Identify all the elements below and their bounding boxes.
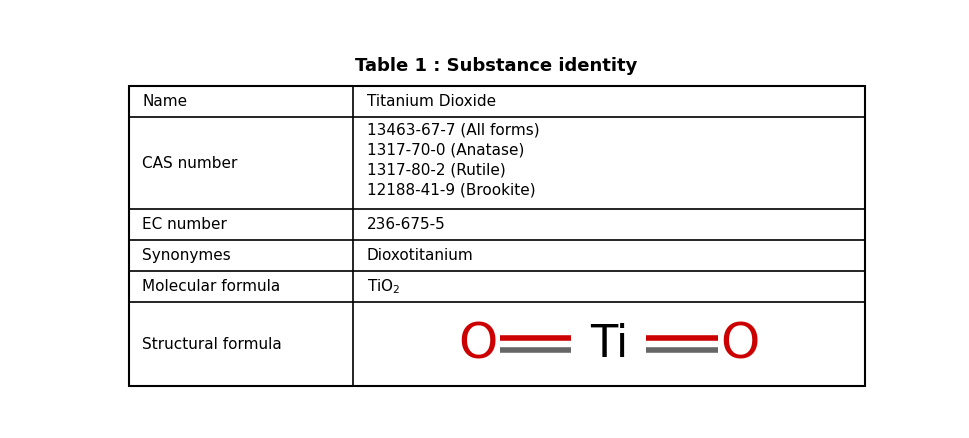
Text: Table 1 : Substance identity: Table 1 : Substance identity <box>356 57 638 75</box>
Text: 12188-41-9 (Brookite): 12188-41-9 (Brookite) <box>366 182 535 198</box>
Text: 13463-67-7 (All forms): 13463-67-7 (All forms) <box>366 123 539 138</box>
Text: Name: Name <box>142 94 187 110</box>
Text: Molecular formula: Molecular formula <box>142 279 280 294</box>
Text: 236-675-5: 236-675-5 <box>366 217 446 232</box>
Text: O: O <box>721 320 760 368</box>
Text: Dioxotitanium: Dioxotitanium <box>366 248 474 263</box>
Text: Ti: Ti <box>590 323 628 366</box>
Text: 1317-80-2 (Rutile): 1317-80-2 (Rutile) <box>366 162 506 177</box>
Text: Titanium Dioxide: Titanium Dioxide <box>366 94 496 110</box>
Bar <box>129 86 864 386</box>
Text: 1317-70-0 (Anatase): 1317-70-0 (Anatase) <box>366 143 524 158</box>
Text: Structural formula: Structural formula <box>142 337 282 352</box>
Text: TiO$_2$: TiO$_2$ <box>366 277 400 296</box>
Text: Synonymes: Synonymes <box>142 248 231 263</box>
Text: EC number: EC number <box>142 217 227 232</box>
Text: CAS number: CAS number <box>142 155 237 170</box>
Text: O: O <box>457 320 497 368</box>
